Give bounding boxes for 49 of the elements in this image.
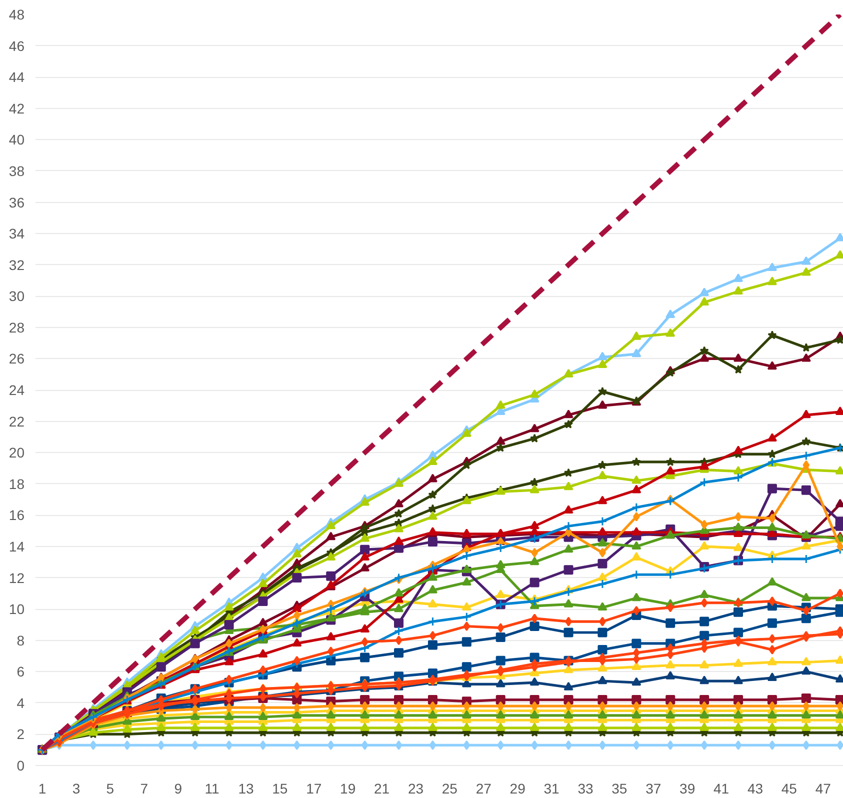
y-tick-label: 2 — [16, 726, 25, 742]
x-tick-label: 29 — [510, 780, 526, 796]
x-tick-label: 25 — [442, 780, 458, 796]
x-tick-label: 37 — [646, 780, 662, 796]
x-tick-label: 3 — [72, 780, 80, 796]
x-tick-label: 9 — [174, 780, 182, 796]
y-tick-label: 22 — [8, 413, 25, 430]
y-tick-label: 24 — [8, 382, 25, 398]
y-tick-label: 38 — [8, 162, 25, 179]
x-tick-label: 23 — [408, 780, 424, 796]
x-tick-label: 33 — [578, 780, 594, 796]
x-tick-label: 39 — [680, 780, 696, 796]
y-tick-label: 44 — [8, 69, 25, 86]
y-tick-label: 28 — [8, 319, 25, 336]
x-tick-label: 35 — [612, 780, 628, 796]
x-tick-label: 45 — [781, 780, 798, 796]
y-tick-label: 34 — [8, 226, 25, 242]
y-tick-label: 30 — [8, 288, 25, 304]
y-tick-label: 4 — [16, 694, 25, 711]
y-tick-label: 14 — [8, 538, 25, 554]
y-tick-label: 6 — [16, 664, 25, 680]
x-tick-label: 17 — [306, 780, 322, 796]
x-tick-label: 31 — [544, 780, 560, 796]
x-tick-label: 15 — [272, 780, 288, 796]
y-tick-label: 10 — [8, 601, 25, 618]
y-tick-label: 48 — [8, 6, 25, 22]
x-tick-label: 5 — [106, 780, 114, 796]
y-tick-label: 18 — [8, 476, 25, 492]
x-tick-label: 21 — [374, 780, 390, 796]
y-tick-label: 46 — [8, 38, 25, 54]
x-tick-label: 13 — [238, 780, 254, 796]
x-tick-label: 11 — [204, 780, 220, 796]
x-tick-label: 43 — [747, 780, 764, 796]
y-tick-label: 12 — [8, 570, 25, 586]
x-tick-label: 7 — [140, 780, 148, 796]
y-tick-label: 16 — [8, 507, 25, 524]
y-tick-label: 20 — [8, 444, 25, 461]
y-tick-label: 42 — [8, 100, 25, 116]
y-tick-label: 40 — [8, 132, 25, 148]
y-tick-label: 8 — [16, 632, 25, 648]
y-tick-label: 36 — [8, 194, 25, 210]
x-tick-label: 1 — [38, 780, 46, 796]
x-tick-label: 27 — [476, 780, 492, 796]
x-tick-label: 19 — [340, 780, 356, 796]
x-tick-label: 41 — [713, 780, 730, 796]
y-tick-label: 0 — [16, 758, 25, 774]
y-tick-label: 32 — [8, 256, 25, 273]
y-tick-label: 26 — [8, 350, 25, 367]
x-tick-label: 47 — [815, 780, 832, 796]
